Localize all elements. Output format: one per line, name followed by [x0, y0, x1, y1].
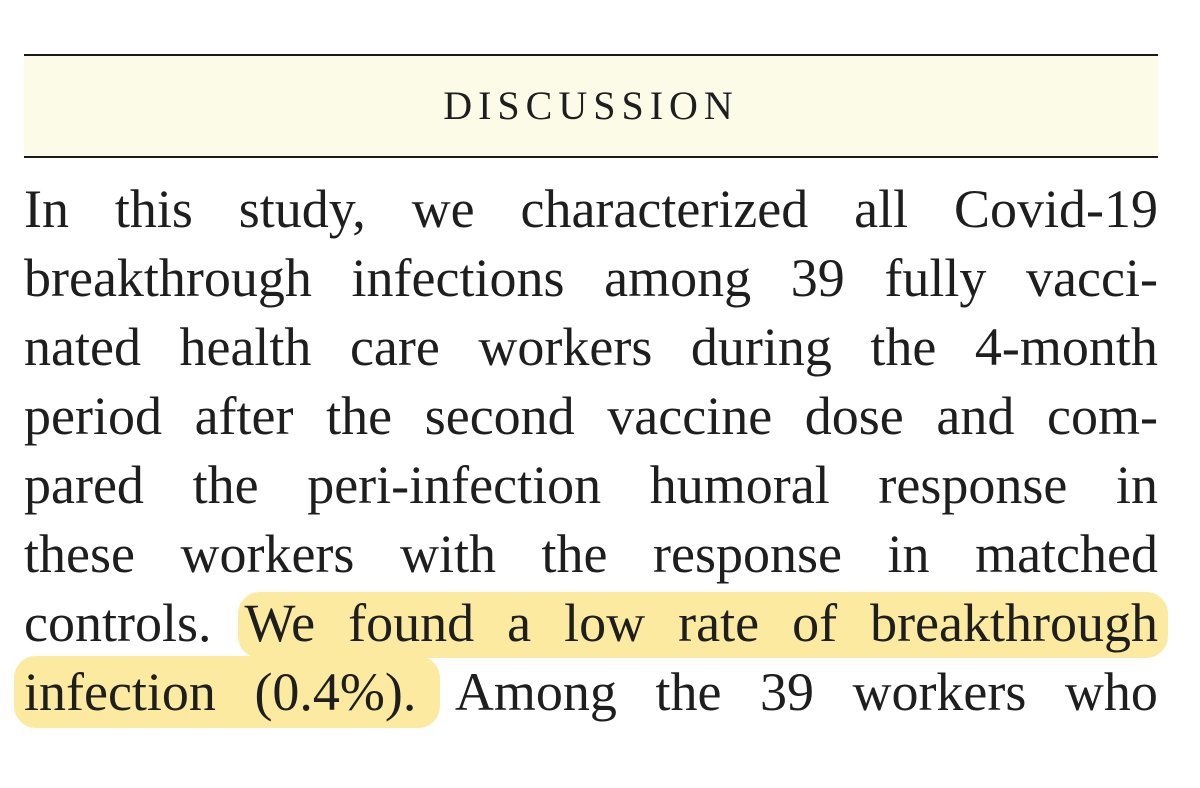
word: care: [349, 317, 440, 377]
word: period: [24, 386, 162, 446]
word: the: [326, 386, 393, 446]
word: In: [24, 179, 69, 239]
word: workers: [852, 662, 1027, 722]
word: We: [244, 593, 316, 653]
word: in: [887, 524, 930, 584]
word: with: [399, 524, 496, 584]
word: response: [653, 524, 842, 584]
word: response: [878, 455, 1068, 515]
word: 39: [790, 248, 845, 308]
word: found: [348, 593, 475, 653]
word: infection: [24, 662, 216, 722]
word: vaccine: [607, 386, 773, 446]
section-heading: DISCUSSION: [443, 83, 739, 128]
word: of: [792, 593, 838, 653]
word: in: [1115, 455, 1158, 515]
word: low: [564, 593, 646, 653]
word: we: [411, 179, 475, 239]
word: workers: [478, 317, 653, 377]
word: nated: [24, 317, 141, 377]
word: peri-infection: [307, 455, 602, 515]
word: controls.: [24, 593, 212, 653]
word: among: [604, 248, 752, 308]
word: the: [655, 662, 722, 722]
word: matched: [975, 524, 1158, 584]
word: after: [194, 386, 294, 446]
word: the: [192, 455, 259, 515]
word: 39: [759, 662, 814, 722]
paragraph-line: pared the peri-infection humoral response in: [24, 451, 1158, 520]
word: Among: [454, 662, 617, 722]
word: infections: [351, 248, 565, 308]
word: breakthrough: [870, 593, 1158, 653]
heading-band: [24, 56, 1158, 156]
word: rate: [678, 593, 760, 653]
word: dose: [804, 386, 904, 446]
word: fully: [884, 248, 987, 308]
highlight-mark: [238, 592, 1168, 658]
word: during: [690, 317, 832, 377]
bottom-rule: [24, 156, 1158, 158]
word: Covid-19: [953, 179, 1158, 239]
word: the: [541, 524, 608, 584]
word: characterized: [520, 179, 809, 239]
word: vacci-: [1026, 248, 1158, 308]
word: this: [114, 179, 193, 239]
word: 4-month: [974, 317, 1158, 377]
paragraph-line: controls. We found a low rate of breakthrough: [24, 589, 1158, 658]
word: these: [24, 524, 135, 584]
word: health: [179, 317, 312, 377]
word: com-: [1047, 386, 1158, 446]
top-rule: [24, 54, 1158, 56]
word: and: [936, 386, 1015, 446]
word: the: [870, 317, 937, 377]
word: workers: [180, 524, 355, 584]
word: humoral: [649, 455, 830, 515]
paragraph-line: these workers with the response in matched: [24, 520, 1158, 589]
highlight-mark: [14, 656, 440, 728]
word: pared: [24, 455, 144, 515]
paragraph-line: breakthrough infections among 39 fully vacci-: [24, 244, 1158, 313]
word: a: [507, 593, 532, 653]
word: who: [1064, 662, 1158, 722]
discussion-paragraph: In this study, we characterized all Covid-19 b…: [24, 175, 1158, 727]
paragraph-line: infection (0.4%). Among the 39 workers who: [24, 658, 1158, 727]
word: second: [424, 386, 575, 446]
paragraph-line: In this study, we characterized all Covid-19: [24, 175, 1158, 244]
word: all: [854, 179, 909, 239]
word: breakthrough: [24, 248, 312, 308]
word: study,: [238, 179, 366, 239]
paragraph-line: period after the second vaccine dose and com-: [24, 382, 1158, 451]
paragraph-line: nated health care workers during the 4-month: [24, 313, 1158, 382]
word: (0.4%).: [254, 662, 417, 722]
